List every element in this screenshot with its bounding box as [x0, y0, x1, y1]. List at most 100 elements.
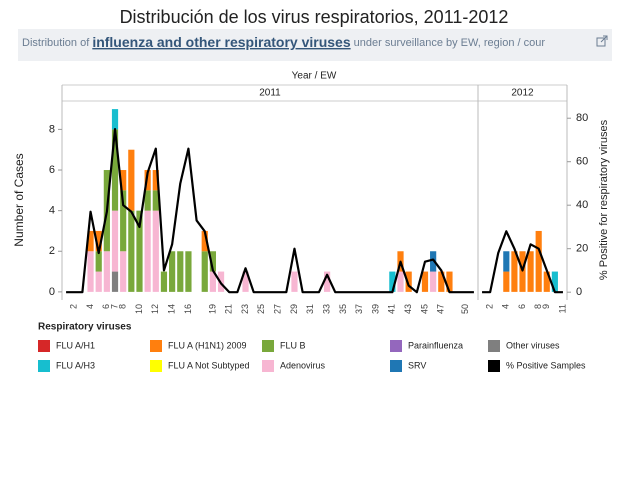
bar-segment — [430, 271, 437, 292]
x-tick-label: 43 — [403, 304, 413, 314]
y2-tick-label: 40 — [576, 199, 588, 211]
x-tick-label: 19 — [207, 304, 217, 314]
x-tick-label: 41 — [387, 304, 397, 314]
bar-segment — [152, 170, 159, 191]
legend-label: FLU A (H1N1) 2009 — [168, 340, 247, 350]
bar-segment — [136, 210, 143, 292]
bar-segment — [144, 170, 151, 191]
x-tick-label: 9 — [541, 304, 551, 309]
bar-segment — [519, 251, 526, 292]
legend-label: Other viruses — [506, 340, 560, 350]
legend-swatch — [150, 360, 162, 372]
x-tick-label: 4 — [85, 304, 95, 309]
bar-segment — [511, 251, 518, 292]
y-tick-label: 2 — [49, 245, 55, 257]
legend-label: FLU A/H3 — [56, 360, 95, 370]
subtitle-link[interactable]: influenza and other respiratory viruses — [92, 34, 351, 50]
bar-segment — [87, 230, 94, 252]
bar-segment — [152, 210, 159, 292]
x-tick-label: 21 — [224, 304, 234, 314]
bar-segment — [120, 190, 127, 252]
line — [66, 127, 474, 294]
legend-label: FLU A Not Subtyped — [168, 360, 250, 370]
y2-tick-label: 20 — [576, 243, 588, 255]
x-tick-label: 23 — [240, 304, 250, 314]
bar-segment — [503, 251, 510, 272]
legend-swatch — [38, 360, 50, 372]
bar-segment — [201, 251, 208, 292]
bar-segment — [95, 251, 102, 272]
x-tick-label: 10 — [134, 304, 144, 314]
bar-segment — [405, 271, 412, 292]
x-tick-label: 6 — [517, 304, 527, 309]
legend-label: Parainfluenza — [408, 340, 463, 350]
legend-title: Respiratory viruses — [38, 322, 132, 333]
legend-label: % Positive Samples — [506, 360, 586, 370]
subtitle: Distribution of influenza and other resp… — [22, 34, 545, 50]
legend-swatch — [38, 340, 50, 352]
bar-segment — [144, 210, 151, 292]
x-tick-label: 4 — [501, 304, 511, 309]
y2-tick-label: 0 — [576, 286, 582, 298]
legend-swatch — [488, 340, 500, 352]
x-tick-label: 8 — [533, 304, 543, 309]
x-tick-label: 33 — [321, 304, 331, 314]
bar-segment — [551, 271, 558, 292]
bar-segment — [111, 129, 119, 211]
subtitle-text: under surveillance by EW, region / cour — [351, 37, 546, 49]
bar-segment — [128, 149, 135, 211]
x-tick-label: 35 — [338, 304, 348, 314]
bar-segment — [535, 230, 542, 292]
x-tick-label: 31 — [305, 304, 315, 314]
bar-segment — [397, 271, 404, 292]
bar-segment — [87, 251, 94, 292]
bar-segment — [209, 271, 217, 292]
x-tick-label: 39 — [370, 304, 380, 314]
legend-swatch — [150, 340, 162, 352]
y-tick-label: 4 — [49, 205, 55, 217]
x-tick-label: 47 — [436, 304, 446, 314]
legend-label: FLU A/H1 — [56, 340, 95, 350]
bar-segment — [111, 271, 119, 292]
x-tick-label: 16 — [183, 304, 193, 314]
bar-segment — [209, 251, 217, 272]
bar-segment — [95, 271, 102, 292]
bar-segment — [128, 210, 135, 292]
x-tick-label: 2 — [69, 304, 79, 309]
bar-segment — [430, 251, 437, 272]
legend-swatch — [390, 340, 402, 352]
legend-swatch — [488, 360, 500, 372]
y-tick-label: 0 — [49, 286, 55, 298]
bar-segment — [95, 230, 102, 252]
legend-swatch — [262, 340, 274, 352]
bar-segment — [103, 251, 110, 292]
legend-label: FLU B — [280, 340, 306, 350]
bar-segment — [144, 190, 151, 211]
x-tick-label: 2 — [485, 304, 495, 309]
line — [482, 230, 563, 294]
external-link-icon[interactable] — [596, 35, 608, 47]
x-tick-label: 25 — [256, 304, 266, 314]
bar-segment — [152, 190, 159, 211]
panel-label: 2011 — [259, 88, 281, 99]
panel-label: 2012 — [511, 88, 534, 99]
legend-swatch — [262, 360, 274, 372]
y-tick-label: 6 — [49, 164, 55, 176]
y2-axis-title: % Positive for respiratory viruses — [598, 119, 610, 280]
bar-segment — [389, 271, 396, 292]
x-tick-label: 14 — [166, 304, 176, 314]
bar-segment — [111, 109, 119, 130]
bar-segment — [543, 271, 550, 292]
bar-segment — [438, 271, 445, 292]
bar-segment — [527, 251, 534, 292]
bar-segment — [169, 251, 176, 292]
bar-segment — [185, 251, 192, 292]
bar-segment — [503, 271, 510, 292]
bar-segment — [242, 271, 249, 292]
bar-segment — [177, 251, 184, 292]
bar-segment — [201, 230, 208, 252]
x-tick-label: 12 — [150, 304, 160, 314]
subtitle-text: Distribution of — [22, 37, 92, 49]
bar-segment — [111, 210, 119, 272]
